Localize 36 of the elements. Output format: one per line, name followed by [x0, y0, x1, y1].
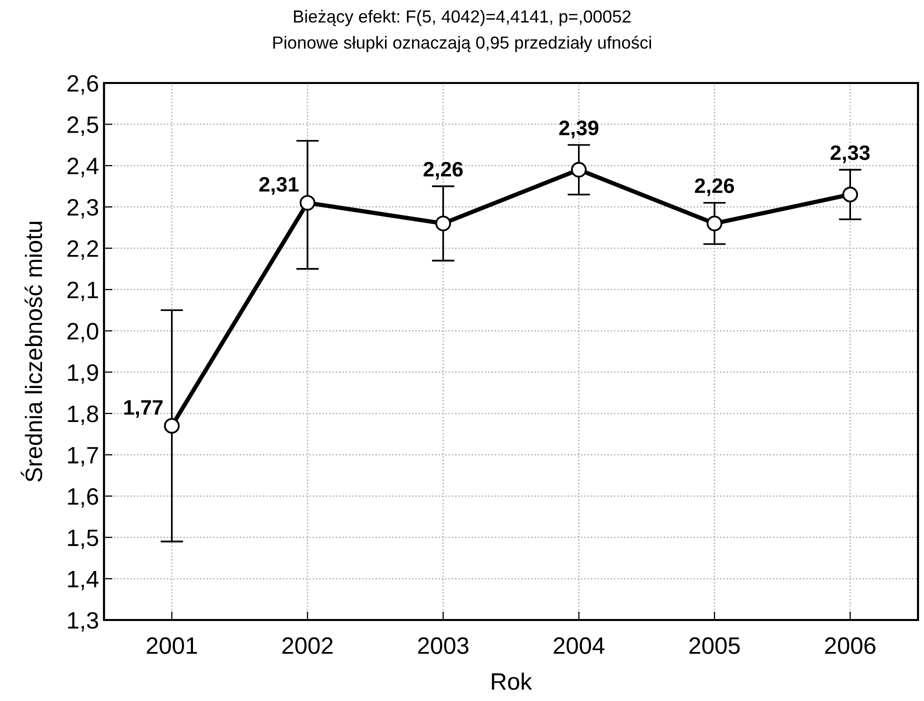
x-axis-title: Rok — [492, 672, 532, 690]
y-tick-label: 1,8 — [68, 406, 98, 426]
data-label: 2,26 — [694, 178, 734, 196]
y-tick-label: 1,3 — [68, 612, 98, 632]
y-tick-label: 1,9 — [68, 364, 98, 384]
y-tick-label: 2,2 — [68, 240, 98, 260]
x-tick-label: 2004 — [554, 637, 604, 654]
point — [300, 194, 316, 211]
point — [842, 186, 858, 202]
y-tick-label: 2,3 — [68, 198, 98, 218]
data-label: 2,26 — [424, 162, 463, 180]
y-tick-label: 2,4 — [68, 158, 98, 178]
y-tick-label: 1,7 — [68, 447, 98, 466]
y-tick-label: 1,6 — [68, 488, 98, 508]
x-tick-label: 2003 — [418, 637, 468, 654]
point — [435, 216, 452, 232]
data-label: 2,31 — [259, 176, 299, 195]
y-tick-label: 2,5 — [68, 116, 98, 136]
y-axis-title: Średnia liczebność miotu — [20, 222, 42, 482]
point — [570, 162, 587, 178]
y-tick-label: 1,5 — [68, 530, 98, 549]
data-label: 1,77 — [124, 400, 163, 418]
x-tick-label: 2001 — [146, 637, 197, 654]
y-tick-label: 1,4 — [68, 571, 98, 590]
point — [706, 216, 722, 232]
x-tick-label: 2005 — [689, 637, 740, 654]
data-label: 2,39 — [559, 120, 598, 138]
chart-subtitle: Pionowe słupki oznaczają 0,95 przedziały ufności — [273, 36, 651, 52]
y-tick-label: 2,6 — [68, 75, 98, 95]
y-tick-label: 2,1 — [68, 282, 98, 302]
y-tick-label: 2,0 — [68, 322, 98, 342]
data-label: 2,33 — [830, 145, 870, 164]
chart-title: Bieżący efekt: F(5, 4042)=4,4141, p=,00052 — [294, 10, 631, 26]
x-tick-label: 2002 — [282, 637, 333, 654]
x-tick-label: 2006 — [825, 637, 876, 654]
point — [164, 418, 180, 434]
